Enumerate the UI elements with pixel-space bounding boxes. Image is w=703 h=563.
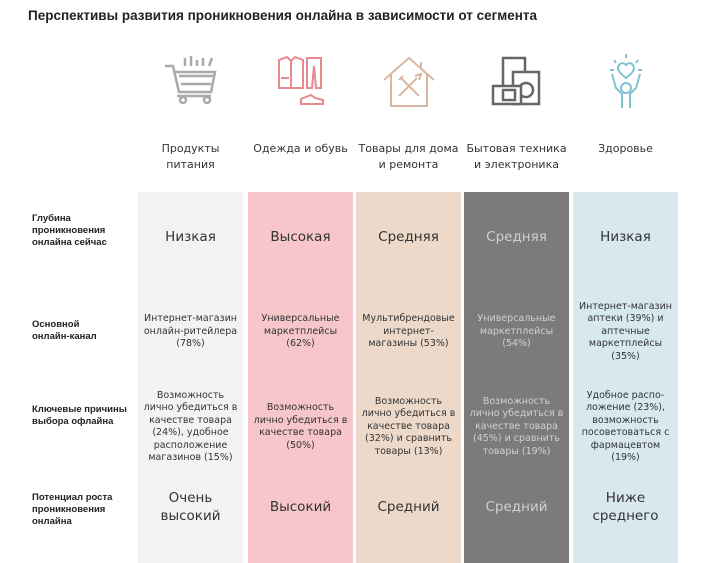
depth-value: Средняя [378,229,439,245]
segment-column: Низкая Интернет-магазин онлайн-ритейлера… [138,192,243,563]
channel-value: Универсальные маркетплейсы (62%) [261,313,340,350]
reasons-value: Возможность лично убедиться в качестве т… [361,395,456,457]
reasons-value: Возможность лично убедиться в качестве т… [469,395,564,457]
segment-name: Одежда и обувь [253,142,348,155]
row-label-potential: Потенциал роста проникновения онлайна [32,492,113,527]
row-label-channel: Основной онлайн-канал [32,319,97,342]
row-label-depth: Глубина проникновения онлайна сейчас [32,213,107,248]
row-label-reasons: Ключевые причины выбора офлайна [32,404,127,427]
segment-name: Здоровье [598,142,653,155]
depth-value: Низкая [165,229,216,245]
segment-column: Низкая Интернет-магазин аптеки (39%) и а… [573,192,678,563]
shopping-cart-icon [138,52,243,112]
reasons-value: Возможность лично убедиться в качестве т… [143,389,238,464]
depth-value: Средняя [486,229,547,245]
segment-name: Бытовая техника и электроника [466,142,567,171]
clothing-icon [248,52,353,112]
depth-value: Низкая [600,229,651,245]
channel-value: Интернет-магазин аптеки (39%) и аптечные… [579,300,672,362]
segment-column: Высокая Универсальные маркетплейсы (62%)… [248,192,353,563]
potential-value: Ниже среднего [592,490,659,524]
potential-value: Средний [377,499,440,515]
segment-column: Средняя Универсальные маркетплейсы (54%)… [464,192,569,563]
channel-value: Универсальные маркетплейсы (54%) [477,313,556,350]
appliances-icon [464,52,569,112]
page-title: Перспективы развития проникновения онлай… [28,8,538,23]
segment-name: Товары для дома и ремонта [358,142,459,171]
reasons-value: Удобное распо-ложение (23%), возможность… [581,389,670,464]
channel-value: Мультибрендовые интернет-магазины (53%) [362,313,455,350]
potential-value: Очень высокий [160,490,221,524]
potential-value: Средний [485,499,548,515]
segment-name: Продукты питания [161,142,220,171]
depth-value: Высокая [270,229,331,245]
reasons-value: Возможность лично убедиться в качестве т… [253,402,348,451]
potential-value: Высокий [269,499,332,515]
channel-value: Интернет-магазин онлайн-ритейлера (78%) [143,313,238,350]
house-tools-icon [356,52,461,112]
segment-column: Средняя Мультибрендовые интернет-магазин… [356,192,461,563]
health-heart-icon [573,52,678,112]
